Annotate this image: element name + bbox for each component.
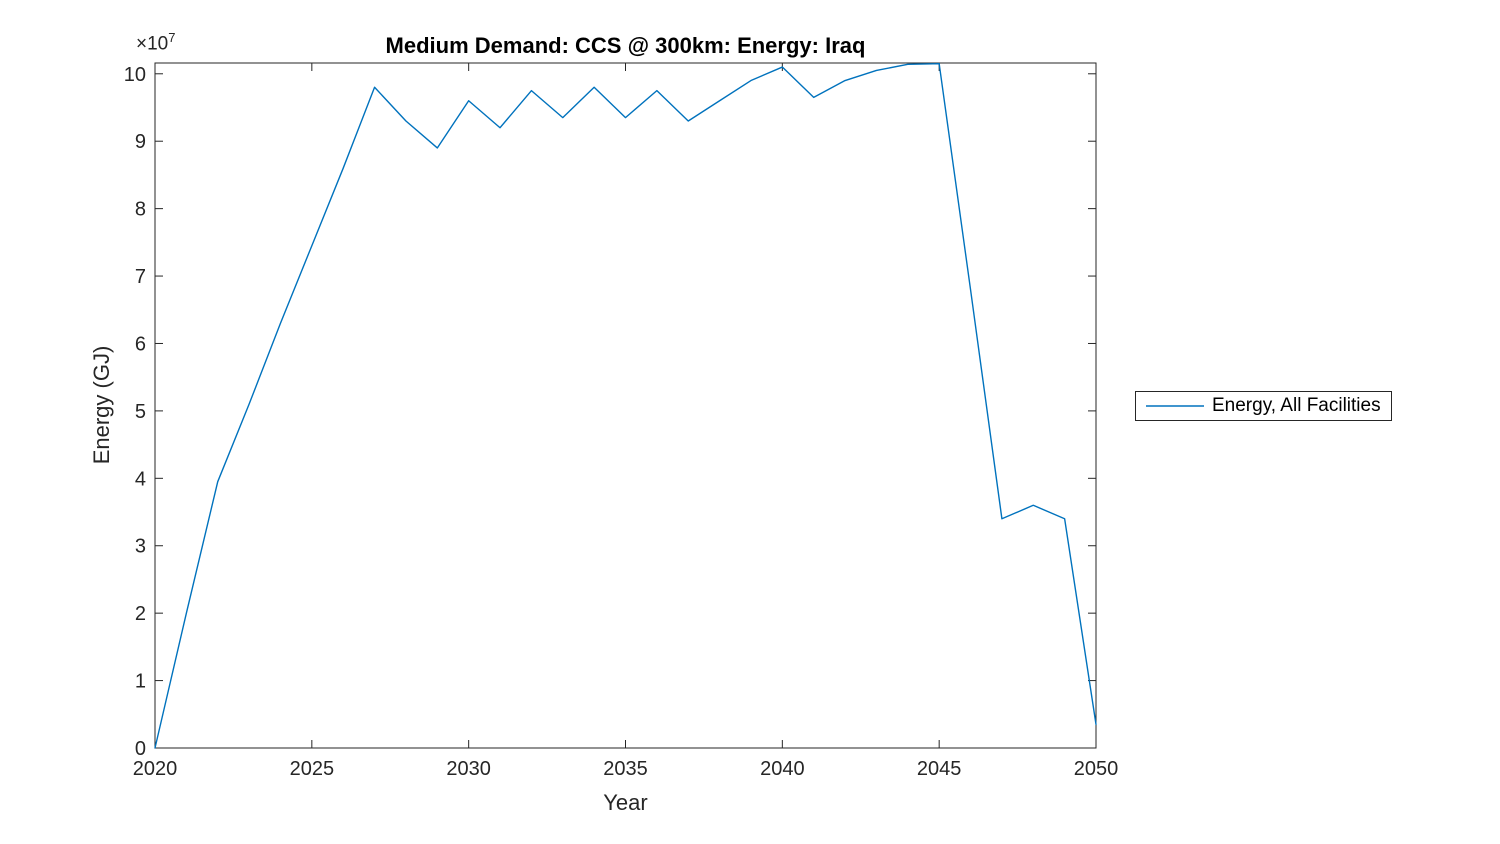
legend: Energy, All Facilities <box>1135 391 1392 421</box>
x-tick-label: 2020 <box>133 758 178 780</box>
y-tick-label: 6 <box>135 333 146 355</box>
x-tick-label: 2050 <box>1074 758 1119 780</box>
y-tick-label: 2 <box>135 603 146 625</box>
x-tick-label: 2040 <box>760 758 805 780</box>
y-tick-label: 3 <box>135 536 146 558</box>
y-axis-multiplier-exponent: 7 <box>168 30 176 45</box>
energy-series-line <box>154 62 1097 749</box>
axes-box <box>154 62 1097 749</box>
y-tick-label: 1 <box>135 671 146 693</box>
y-tick-label: 8 <box>135 199 146 221</box>
legend-line-sample <box>1146 405 1204 407</box>
y-tick-label: 5 <box>135 401 146 423</box>
y-axis-multiplier-base: ×10 <box>136 33 169 55</box>
y-tick-label: 7 <box>135 266 146 288</box>
y-axis-label: Energy (GJ) <box>89 345 114 465</box>
x-tick-label: 2030 <box>446 758 491 780</box>
y-tick-label: 9 <box>135 131 146 153</box>
y-tick-label: 4 <box>135 468 146 490</box>
chart-title: Medium Demand: CCS @ 300km: Energy: Iraq <box>385 33 866 58</box>
x-tick-label: 2045 <box>917 758 962 780</box>
legend-item-label: Energy, All Facilities <box>1212 395 1381 416</box>
x-tick-label: 2025 <box>290 758 335 780</box>
x-tick-label: 2035 <box>603 758 648 780</box>
x-axis-label: Year <box>603 790 648 815</box>
y-tick-label: 10 <box>124 64 146 86</box>
y-axis-multiplier: ×107 <box>136 30 175 55</box>
y-tick-label: 0 <box>135 738 146 760</box>
